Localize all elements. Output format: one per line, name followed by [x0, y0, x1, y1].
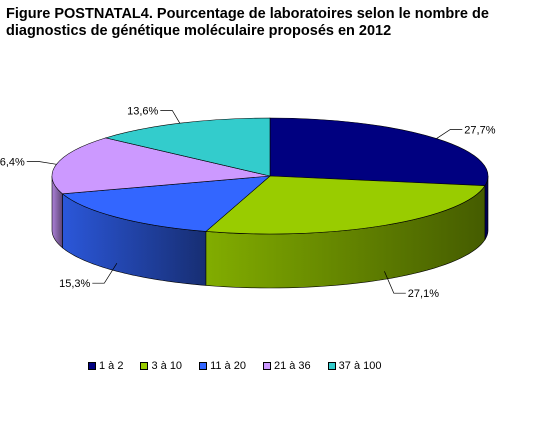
- slice-2: [61, 175, 271, 232]
- legend-label-1: 3 à 10: [151, 360, 183, 372]
- legend-item-3: 21 à 36: [262, 360, 311, 372]
- data-label-3: 16,4%: [0, 157, 25, 169]
- leader-line-2: [92, 263, 118, 284]
- data-labels: 27,7% 27,1% 15,3% 16,4% 13,6%: [0, 106, 496, 301]
- data-label-2: 15,3%: [59, 278, 90, 290]
- slice-side-0: [484, 176, 489, 241]
- leader-line-4: [160, 110, 181, 124]
- legend: 1 à 2 3 à 10 11 à 20 21 à 36 37 à 100: [88, 359, 398, 373]
- legend-swatch-1: [140, 362, 149, 370]
- legend-item-0: 1 à 2: [88, 360, 123, 372]
- chart-title: Figure POSTNATAL4. Pourcentage de labora…: [6, 6, 489, 39]
- slice-1: [205, 175, 486, 235]
- legend-item-4: 37 à 100: [327, 360, 382, 372]
- legend-item-1: 3 à 10: [140, 360, 182, 372]
- data-label-0: 27,7%: [464, 125, 495, 137]
- legend-swatch-2: [199, 362, 208, 370]
- legend-label-2: 11 à 20: [210, 360, 246, 372]
- legend-label-4: 37 à 100: [338, 360, 382, 372]
- legend-label-3: 21 à 36: [273, 360, 311, 372]
- data-label-4: 13,6%: [127, 106, 158, 118]
- slice-3: [51, 137, 271, 195]
- legend-swatch-0: [88, 362, 96, 370]
- pie-slices: [51, 117, 489, 235]
- legend-swatch-3: [262, 362, 271, 370]
- legend-swatch-4: [327, 362, 336, 370]
- leader-line-0: [436, 129, 463, 139]
- legend-label-0: 1 à 2: [99, 360, 124, 372]
- data-label-1: 27,1%: [408, 288, 439, 300]
- leader-lines: [26, 110, 463, 294]
- legend-item-2: 11 à 20: [199, 360, 246, 372]
- leader-line-3: [26, 161, 57, 165]
- slice-0: [269, 117, 489, 186]
- leader-line-1: [384, 271, 406, 294]
